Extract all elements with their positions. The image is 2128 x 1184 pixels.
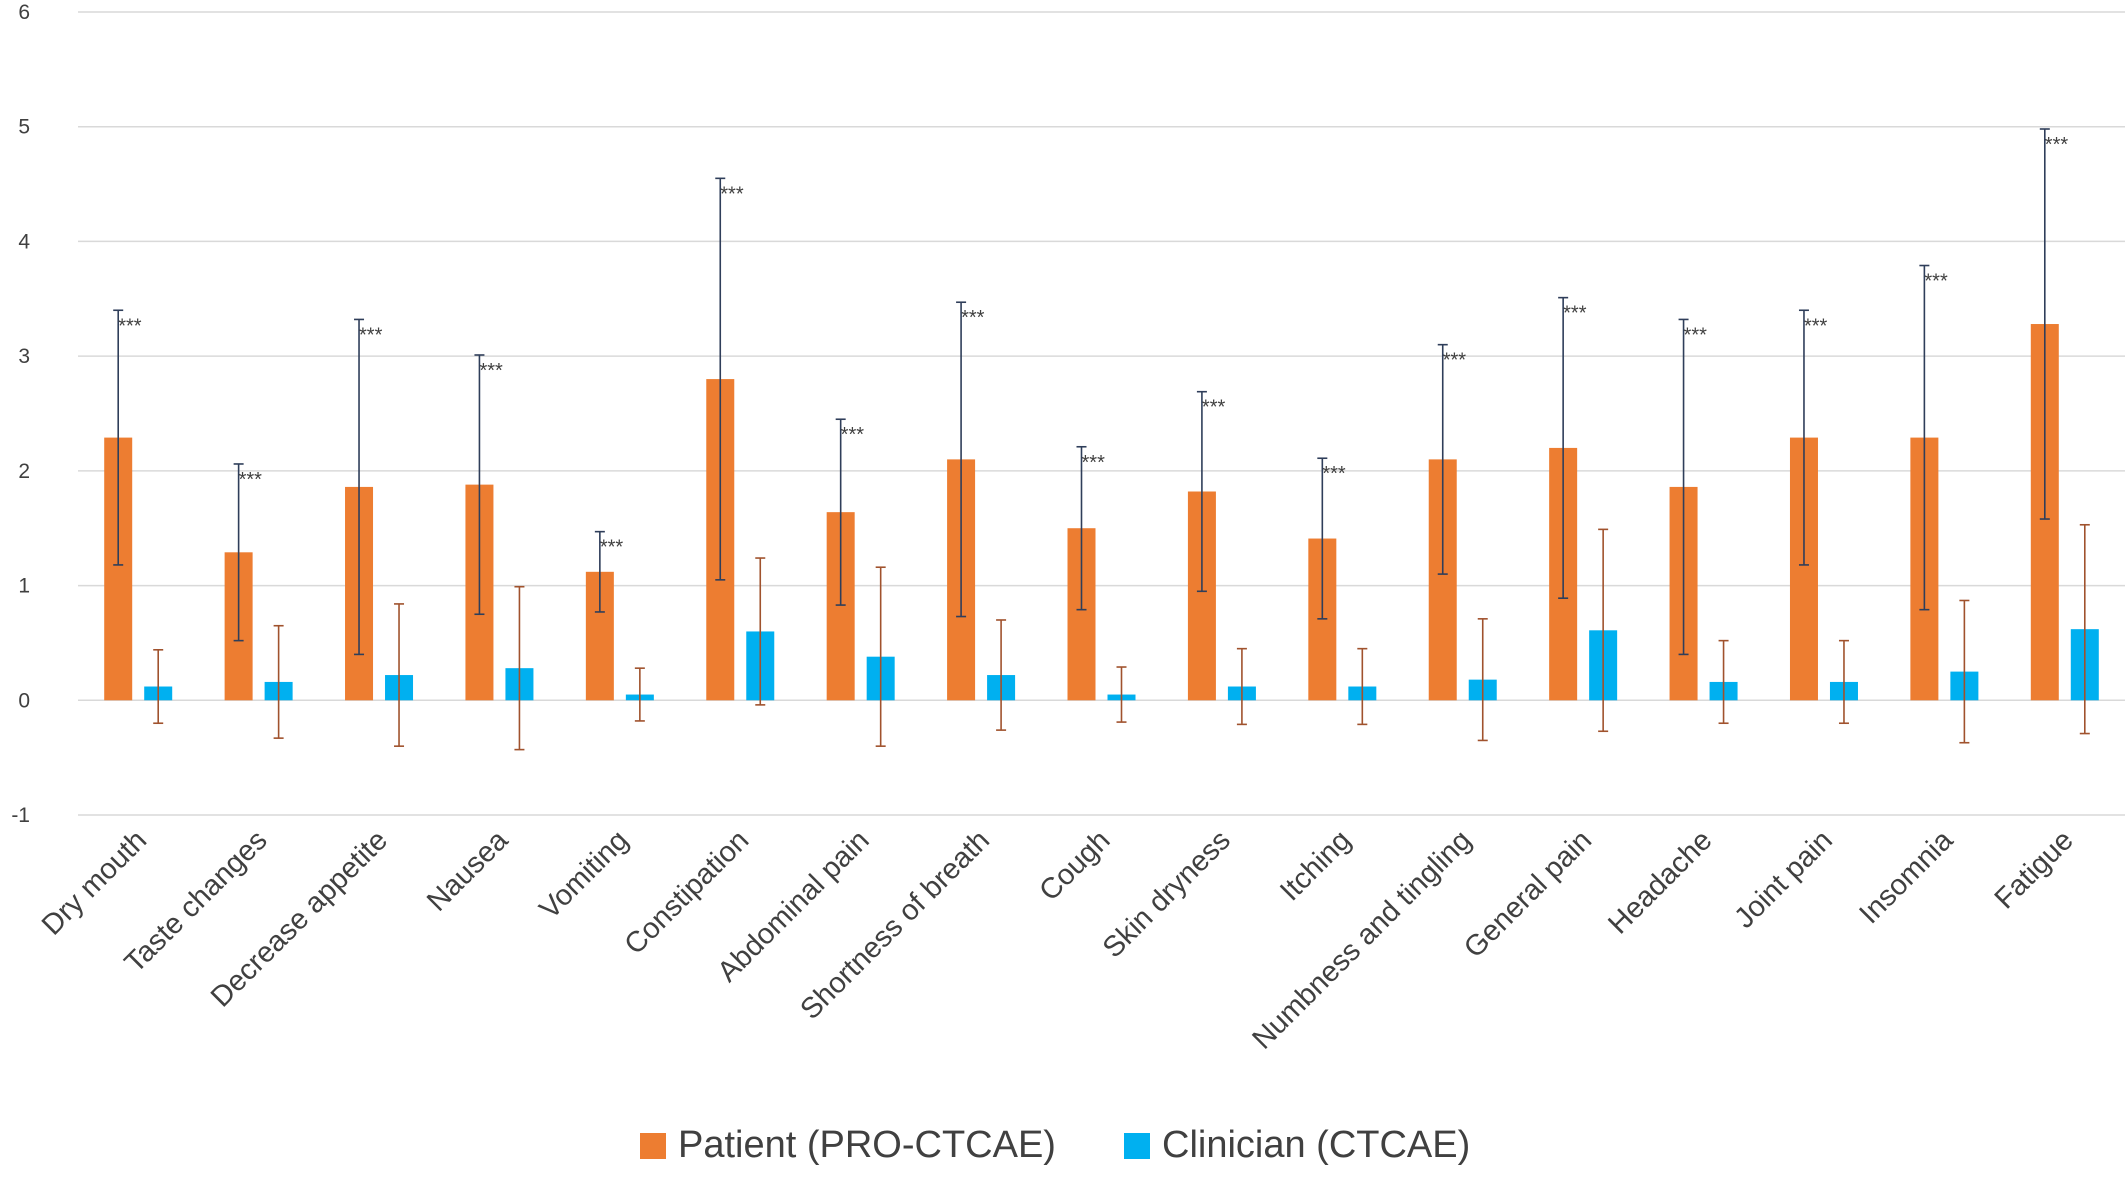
significance-label: ***: [1684, 324, 1708, 346]
significance-label: ***: [1804, 315, 1828, 337]
significance-label: ***: [239, 469, 263, 491]
significance-label: ***: [1202, 397, 1226, 419]
category-label: Cough: [1033, 824, 1116, 907]
legend-swatch-patient: [640, 1133, 666, 1159]
category-label: Joint pain: [1729, 824, 1839, 934]
gridlines: [78, 11, 2125, 816]
y-tick-label: 4: [18, 230, 30, 253]
y-tick-label: 5: [18, 116, 30, 139]
legend: Patient (PRO-CTCAE) Clinician (CTCAE): [640, 1124, 1470, 1166]
category-label: Constipation: [619, 824, 756, 961]
significance-label: ***: [359, 324, 383, 346]
category-label: Fatigue: [1989, 824, 2080, 915]
significance-label: ***: [2045, 134, 2069, 156]
legend-label-clinician: Clinician (CTCAE): [1162, 1124, 1470, 1166]
significance-label: ***: [841, 424, 865, 446]
legend-swatch-clinician: [1124, 1133, 1150, 1159]
significance-label: ***: [479, 360, 503, 382]
y-tick-label: 6: [18, 1, 30, 24]
category-label: Nausea: [421, 824, 515, 918]
y-tick-label: -1: [11, 804, 30, 827]
significance-label: ***: [118, 315, 142, 337]
error-bars: [113, 128, 2090, 751]
significance-label: ***: [1082, 452, 1106, 474]
significance-label: ***: [1563, 303, 1587, 325]
legend-label-patient: Patient (PRO-CTCAE): [678, 1124, 1056, 1166]
y-axis-ticks: -1 0 1 2 3 4 5 6: [11, 1, 30, 827]
significance-label: ***: [600, 537, 624, 559]
significance-label: ***: [1322, 463, 1346, 485]
y-tick-label: 3: [18, 345, 30, 368]
category-label: Insomnia: [1853, 824, 1959, 930]
category-label: Dry mouth: [36, 824, 153, 941]
category-label: Itching: [1274, 824, 1357, 907]
y-tick-label: 1: [18, 575, 30, 598]
significance-label: ***: [720, 183, 744, 205]
category-label: Skin dryness: [1097, 824, 1237, 964]
y-tick-label: 0: [18, 689, 30, 712]
significance-annotations: *** *** *** *** *** *** *** *** *** *** *** *** *** *…: [118, 134, 2068, 559]
y-tick-label: 2: [18, 460, 30, 483]
category-label: General pain: [1458, 824, 1598, 964]
significance-label: ***: [961, 307, 985, 329]
category-label: Numbness and tingling: [1246, 824, 1477, 1055]
category-label: Vomiting: [534, 824, 635, 925]
bars: [104, 324, 2099, 701]
significance-label: ***: [1443, 350, 1467, 372]
significance-label: ***: [1924, 271, 1948, 293]
category-label: Headache: [1602, 824, 1718, 940]
